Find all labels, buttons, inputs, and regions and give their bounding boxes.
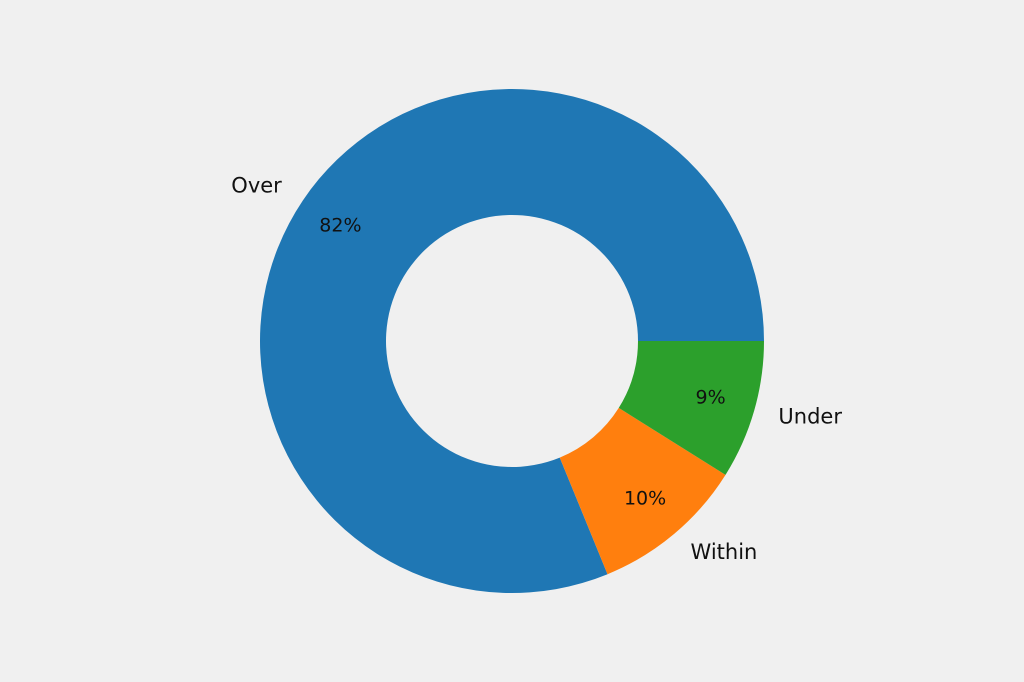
percent-label-over: 82% [319, 214, 361, 236]
slice-under [618, 341, 764, 475]
chart-labels: Over 82% Within 10% Under 9% [231, 174, 842, 564]
category-label-within: Within [691, 540, 758, 564]
chart-slices [260, 89, 764, 594]
percent-label-within: 10% [624, 488, 666, 510]
category-label-under: Under [778, 405, 842, 429]
slice-over [260, 89, 764, 594]
slice-within [559, 407, 726, 575]
category-label-over: Over [231, 174, 282, 198]
percent-label-under: 9% [696, 387, 726, 409]
